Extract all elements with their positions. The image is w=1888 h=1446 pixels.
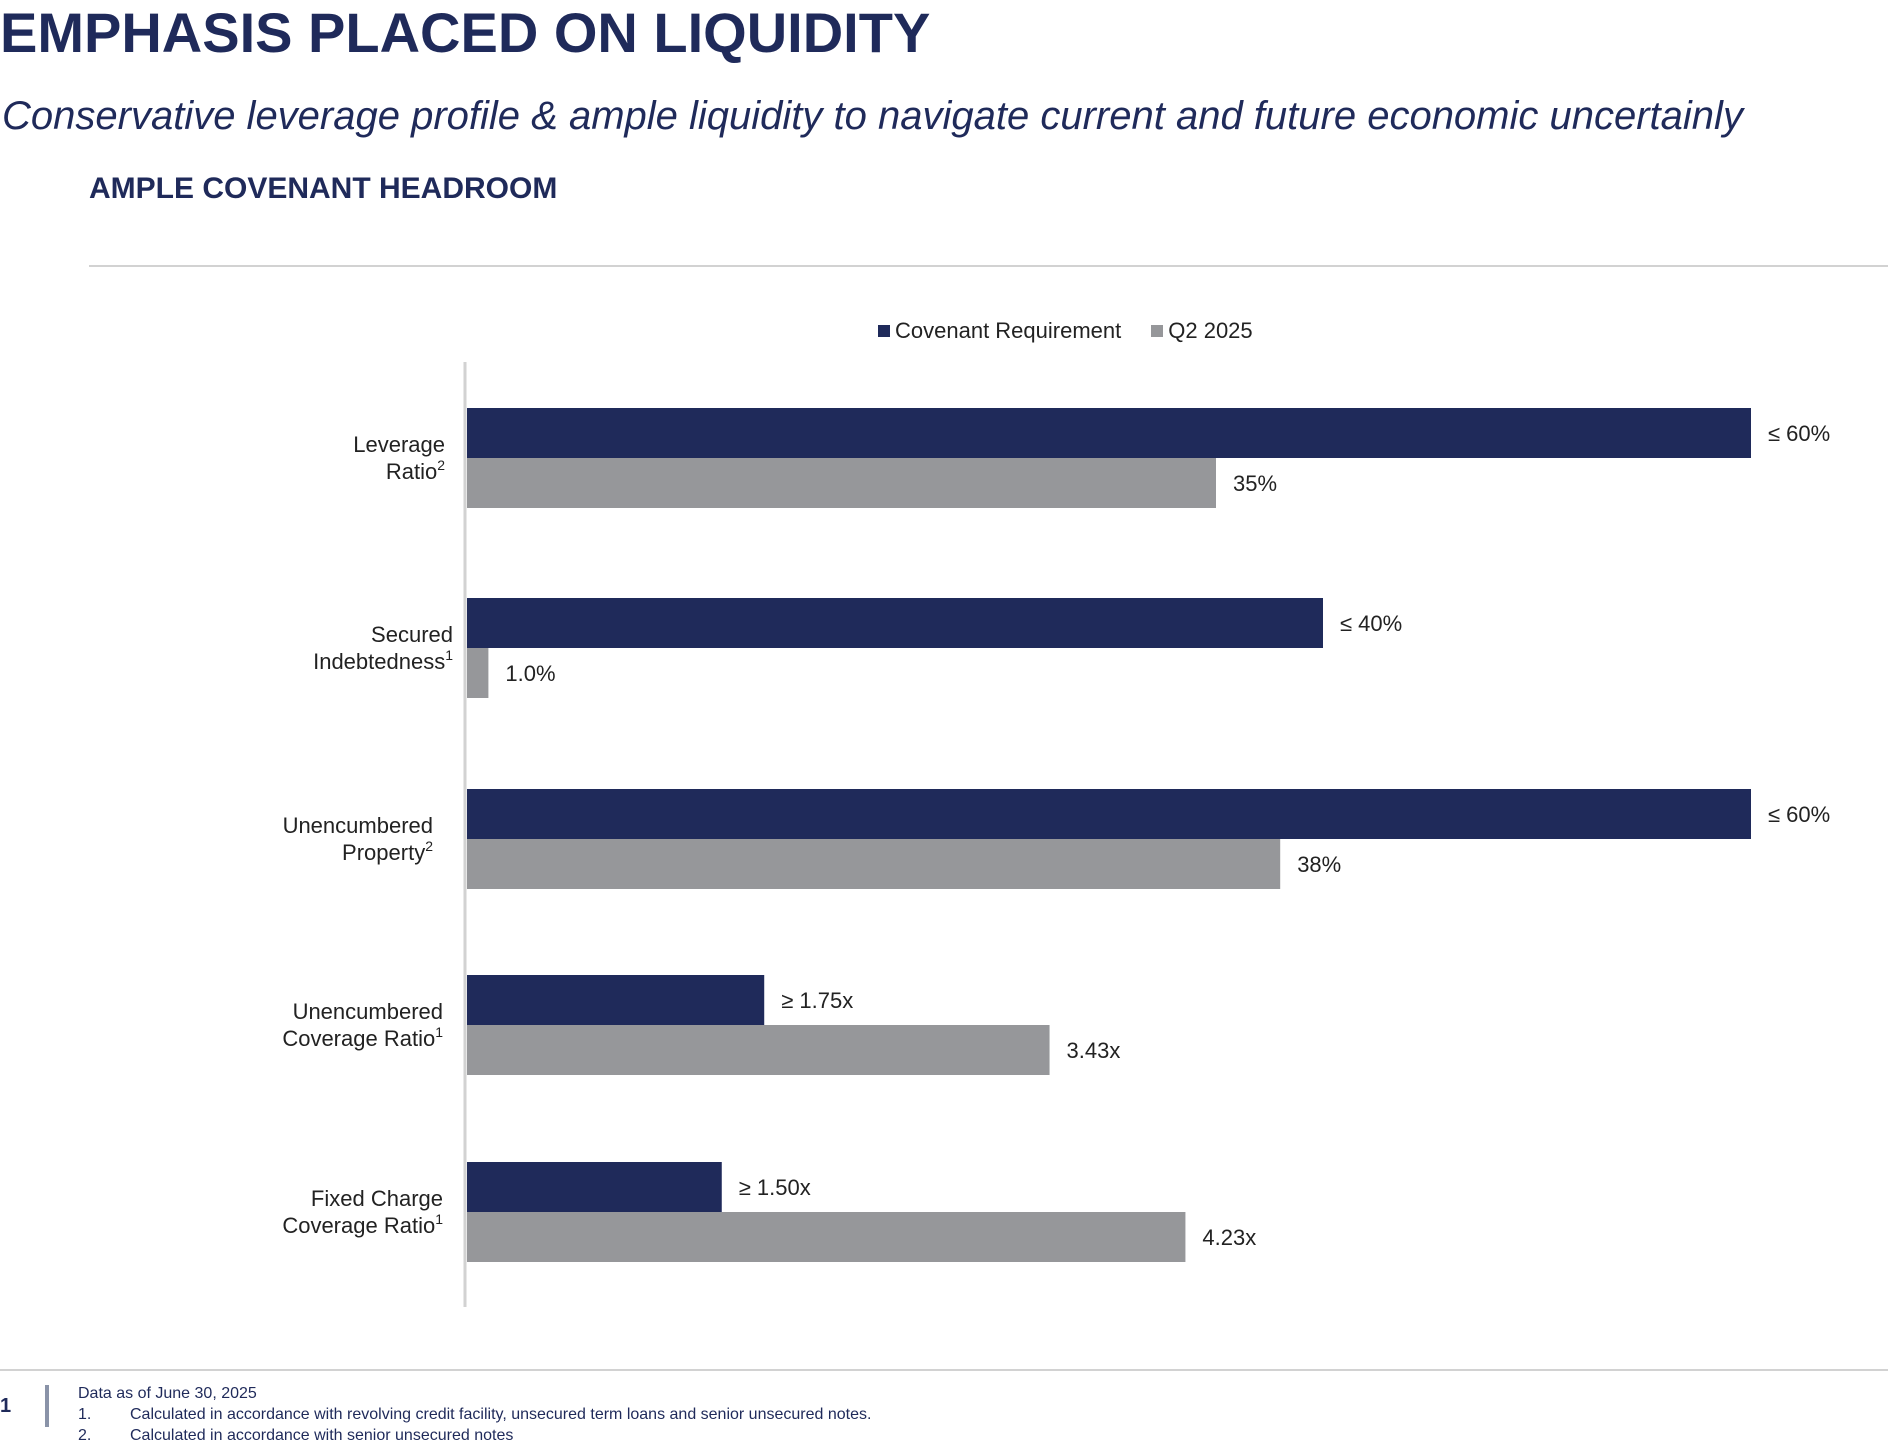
value-label-covenant-0: ≤ 60% (1768, 421, 1830, 446)
bar-covenant-2 (467, 789, 1751, 839)
category-label-0-line2: Ratio2 (386, 457, 445, 484)
legend-swatch-q2 (1151, 325, 1164, 337)
legend-item-covenant: Covenant Requirement (878, 318, 1121, 344)
value-label-q2-1: 1.0% (505, 661, 555, 686)
value-label-q2-4: 4.23x (1202, 1225, 1256, 1250)
bar-q2-3 (467, 1025, 1050, 1075)
category-label-0-line1: Leverage (353, 432, 445, 457)
value-label-q2-0: 35% (1233, 471, 1277, 496)
footer-accent-bar (45, 1385, 49, 1427)
footnote-date: Data as of June 30, 2025 (78, 1383, 871, 1404)
value-label-covenant-2: ≤ 60% (1768, 802, 1830, 827)
bar-q2-0 (467, 458, 1216, 508)
category-label-2-line1: Unencumbered (283, 813, 433, 838)
category-label-1-line2: Indebtedness1 (313, 647, 453, 674)
footnotes: Data as of June 30, 2025 1. Calculated i… (78, 1383, 871, 1446)
category-label-4-line1: Fixed Charge (311, 1186, 443, 1211)
bar-covenant-1 (467, 598, 1323, 648)
footnote-1: 1. Calculated in accordance with revolvi… (78, 1404, 871, 1425)
category-label-2-line2: Property2 (342, 838, 433, 865)
bar-q2-2 (467, 839, 1281, 889)
page-subtitle: Conservative leverage profile & ample li… (2, 94, 1743, 138)
footnote-2: 2. Calculated in accordance with senior … (78, 1425, 871, 1446)
legend-label-q2: Q2 2025 (1168, 318, 1253, 343)
section-title: AMPLE COVENANT HEADROOM (89, 172, 558, 205)
legend-swatch-covenant (878, 325, 890, 337)
footer-divider (0, 1369, 1888, 1371)
category-label-4-line2: Coverage Ratio1 (282, 1211, 443, 1238)
section-divider (89, 265, 1888, 267)
bar-covenant-0 (467, 408, 1751, 458)
value-label-covenant-3: ≥ 1.75x (781, 988, 853, 1013)
bar-q2-1 (467, 648, 489, 698)
footnote-2-number: 2. (78, 1427, 92, 1444)
legend-item-q2: Q2 2025 (1151, 318, 1253, 344)
bar-covenant-4 (467, 1162, 722, 1212)
legend-label-covenant: Covenant Requirement (895, 318, 1122, 343)
value-label-covenant-1: ≤ 40% (1340, 611, 1402, 636)
footnote-1-text: Calculated in accordance with revolving … (130, 1406, 872, 1423)
bar-q2-4 (467, 1212, 1186, 1262)
category-label-3-line1: Unencumbered (293, 999, 443, 1024)
value-label-covenant-4: ≥ 1.50x (739, 1175, 811, 1200)
bar-covenant-3 (467, 975, 765, 1025)
page-number: 1 (0, 1395, 12, 1417)
chart-legend: Covenant Requirement Q2 2025 (878, 316, 1283, 346)
value-label-q2-2: 38% (1297, 852, 1341, 877)
footnote-2-text: Calculated in accordance with senior uns… (130, 1427, 514, 1444)
value-label-q2-3: 3.43x (1067, 1038, 1121, 1063)
page-title: EMPHASIS PLACED ON LIQUIDITY (0, 1, 931, 64)
category-label-3-line2: Coverage Ratio1 (282, 1024, 443, 1051)
footnote-1-number: 1. (78, 1406, 92, 1423)
footnote-date-text: Data as of June 30, 2025 (78, 1385, 257, 1402)
category-label-1-line1: Secured (371, 622, 453, 647)
